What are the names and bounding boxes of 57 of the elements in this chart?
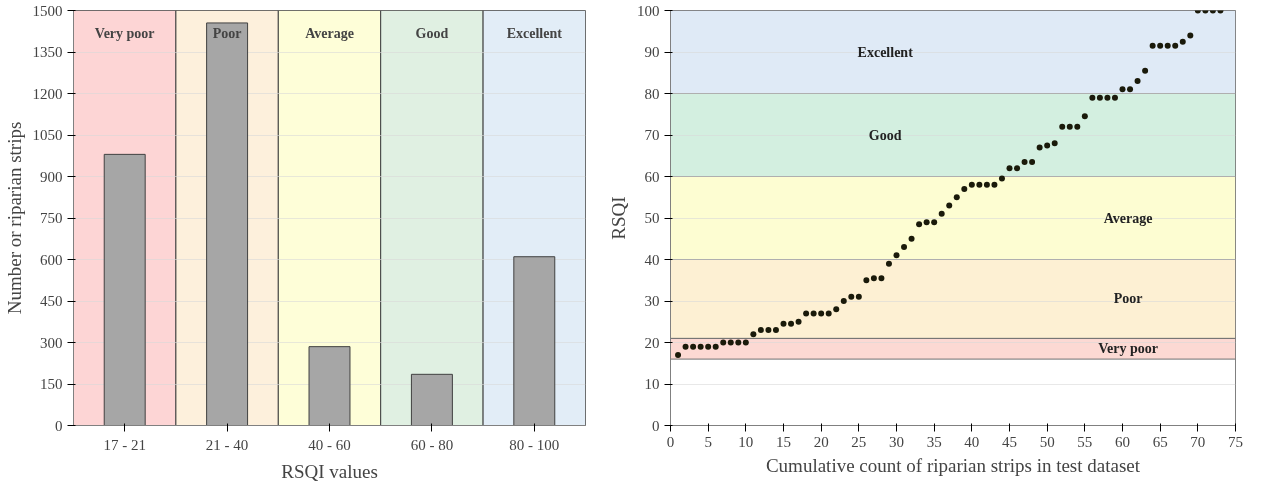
- y-axis-title: RSQI: [608, 196, 629, 240]
- x-tick-label: 80 - 100: [509, 436, 560, 453]
- y-tick-label: 750: [40, 210, 63, 226]
- band-label: Very poor: [94, 25, 155, 41]
- band-label: Average: [305, 25, 354, 41]
- band-label: Poor: [1113, 291, 1143, 307]
- y-tick-label: 10: [644, 376, 660, 392]
- band-label: Good: [415, 25, 449, 41]
- band-label: Good: [868, 127, 902, 143]
- x-tick-label: 20: [813, 433, 829, 450]
- x-axis-title: Cumulative count of riparian strips in test dataset: [765, 454, 1141, 476]
- y-tick-label: 150: [40, 376, 63, 392]
- y-tick-label: 50: [644, 210, 660, 226]
- y-tick-label: 1350: [32, 44, 63, 60]
- y-tick-label: 90: [644, 44, 660, 60]
- x-tick-label: 40: [964, 433, 980, 450]
- band-label: Excellent: [857, 44, 914, 60]
- band-label: Very poor: [1098, 341, 1159, 357]
- y-tick-label: 1050: [32, 127, 63, 143]
- y-tick-label: 70: [644, 127, 660, 143]
- y-tick-label: 80: [644, 85, 660, 102]
- x-tick-label: 17 - 21: [103, 436, 146, 453]
- x-tick-label: 50: [1039, 433, 1055, 450]
- y-tick-label: 60: [644, 168, 660, 185]
- y-tick-label: 30: [644, 293, 660, 309]
- y-tick-label: 300: [40, 334, 63, 351]
- y-axis-title: Number or riparian strips: [3, 121, 25, 315]
- band-label: Excellent: [506, 25, 563, 41]
- band-label: Poor: [212, 25, 242, 41]
- x-tick-label: 0: [666, 433, 675, 450]
- x-tick-label: 55: [1077, 433, 1093, 450]
- y-tick-label: 1500: [32, 2, 63, 19]
- y-tick-label: 100: [637, 2, 660, 19]
- x-tick-label: 5: [704, 433, 712, 450]
- y-tick-label: 0: [55, 417, 63, 434]
- x-tick-label: 30: [889, 433, 904, 450]
- x-tick-label: 35: [926, 433, 942, 450]
- y-tick-label: 20: [644, 334, 660, 351]
- x-tick-label: 75: [1228, 433, 1243, 450]
- x-tick-label: 45: [1002, 433, 1017, 450]
- x-tick-label: 25: [851, 433, 867, 450]
- band-label: Average: [1103, 210, 1153, 226]
- y-tick-label: 40: [644, 251, 660, 268]
- x-tick-label: 21 - 40: [205, 436, 249, 453]
- x-tick-label: 60: [1115, 433, 1130, 450]
- y-tick-label: 900: [40, 168, 63, 185]
- y-tick-label: 1200: [32, 85, 63, 102]
- y-tick-label: 450: [40, 293, 63, 309]
- y-tick-label: 600: [40, 251, 63, 268]
- x-tick-label: 70: [1190, 433, 1206, 450]
- x-tick-label: 40 - 60: [308, 436, 351, 453]
- x-tick-label: 65: [1152, 433, 1168, 450]
- x-tick-label: 10: [738, 433, 754, 450]
- y-tick-label: 0: [652, 417, 660, 434]
- x-tick-label: 60 - 80: [410, 436, 454, 453]
- x-axis-title: RSQI values: [281, 460, 378, 482]
- x-tick-label: 15: [776, 433, 791, 450]
